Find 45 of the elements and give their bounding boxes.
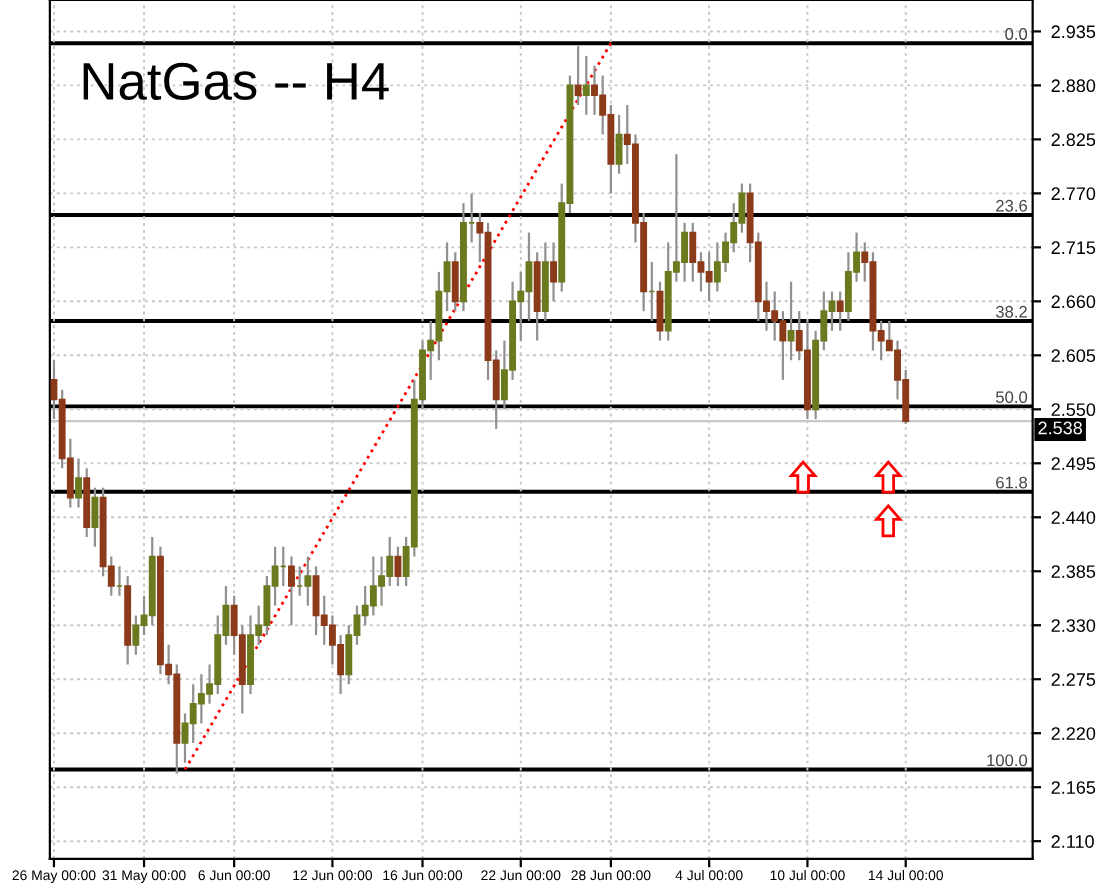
candlestick: [582, 54, 590, 116]
annotation: 23.6: [996, 199, 1028, 212]
candlestick: [394, 545, 402, 588]
candlestick: [713, 241, 721, 293]
candlestick: [369, 555, 377, 617]
candlestick: [91, 486, 99, 548]
candlestick: [304, 555, 312, 607]
candlestick: [550, 241, 557, 303]
candlestick: [705, 251, 713, 303]
y-tick-label: 2.660: [1051, 295, 1096, 309]
y-tick-label: 2.385: [1051, 565, 1096, 578]
y-tick-label: 2.275: [1051, 673, 1096, 686]
annotation: 61.8: [996, 476, 1028, 489]
y-tick-label: 2.770: [1051, 187, 1096, 201]
candlestick: [378, 555, 386, 607]
annotation: 38.2: [995, 305, 1027, 318]
annotation: 50.0: [995, 391, 1028, 404]
candlestick: [574, 45, 582, 107]
y-tick-label: 2.110: [1051, 835, 1094, 848]
candlestick: [75, 457, 82, 509]
y-tick-label: 2.440: [1051, 511, 1096, 524]
y-tick-label: 2.220: [1051, 727, 1096, 740]
candlestick: [451, 251, 459, 313]
candlestick: [689, 221, 697, 283]
y-tick-label: 2.330: [1051, 619, 1096, 632]
y-tick-label: 2.935: [1051, 25, 1096, 39]
ref-line-label: 2.538: [1038, 421, 1082, 435]
text: NatGas -- H4: [83, 62, 389, 101]
candlestick: [787, 280, 795, 362]
candlestick: [771, 290, 779, 342]
y-tick-label: 2.715: [1051, 241, 1096, 255]
y-tick-label: 2.550: [1051, 403, 1096, 417]
annotation: 100.0: [987, 754, 1028, 767]
candlestick: [197, 673, 205, 725]
annotation: 0.0: [1005, 28, 1028, 40]
candlestick: [591, 64, 598, 116]
y-tick-label: 2.165: [1051, 781, 1096, 794]
y-tick-label: 2.825: [1051, 133, 1096, 147]
y-tick-label: 2.605: [1051, 349, 1096, 363]
candlestick: [836, 290, 844, 332]
candlestick: [615, 113, 623, 175]
candlestick: [132, 614, 140, 656]
y-tick-label: 2.880: [1051, 79, 1096, 93]
y-tick-label: 2.495: [1051, 457, 1096, 471]
candlestick: [288, 555, 295, 627]
